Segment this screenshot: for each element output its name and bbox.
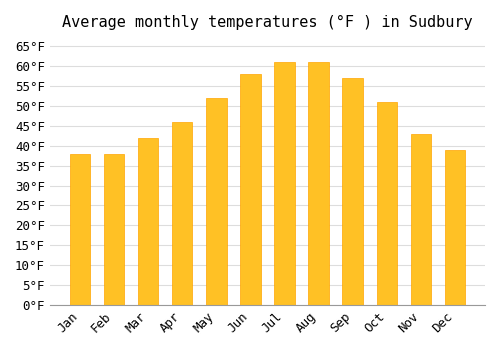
Bar (104, 154, 124, 305)
Bar (376, 102, 397, 305)
Bar (70, 154, 90, 305)
Bar (206, 98, 227, 305)
Bar (274, 62, 294, 305)
Bar (240, 74, 260, 305)
Bar (445, 150, 465, 305)
Bar (410, 134, 431, 305)
Bar (308, 62, 329, 305)
Bar (342, 78, 363, 305)
Title: Average monthly temperatures (°F ) in Sudbury: Average monthly temperatures (°F ) in Su… (62, 15, 472, 30)
Bar (138, 138, 158, 305)
Bar (172, 122, 193, 305)
